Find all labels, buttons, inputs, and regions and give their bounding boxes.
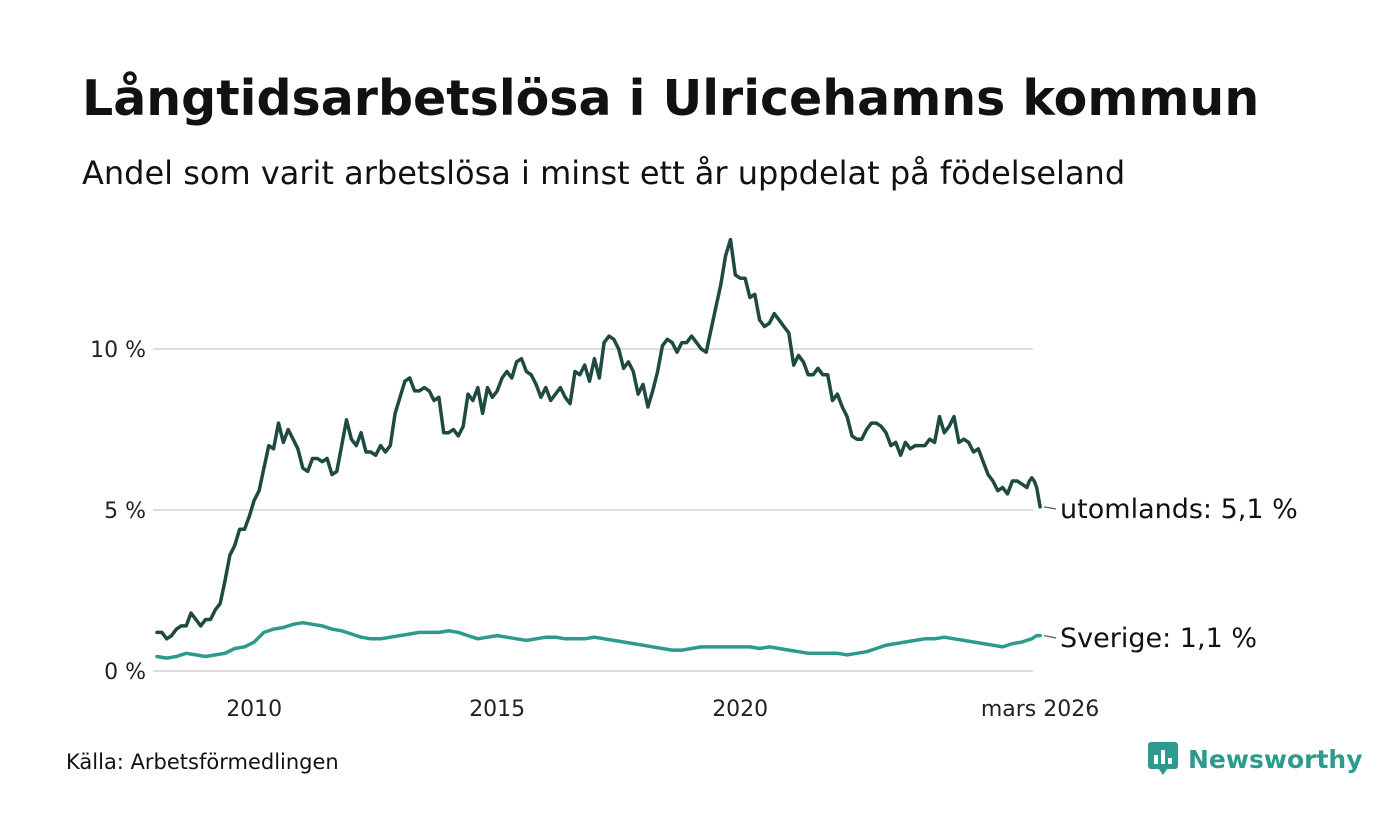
x-axis-tick-labels: 2010 2015 2020 mars 2026 <box>226 697 1099 722</box>
newsworthy-logo-icon <box>1148 742 1178 775</box>
x-tick-label: mars 2026 <box>981 697 1099 722</box>
end-label-sverige: Sverige: 1,1 % <box>1060 623 1257 654</box>
source-note: Källa: Arbetsförmedlingen <box>66 750 339 774</box>
x-tick-label: 2020 <box>712 697 768 722</box>
y-tick-label: 0 % <box>104 660 146 685</box>
end-label-utomlands: utomlands: 5,1 % <box>1060 494 1298 525</box>
y-tick-label: 10 % <box>90 338 146 363</box>
y-axis-tick-labels: 0 % 5 % 10 % <box>90 338 146 685</box>
x-tick-label: 2015 <box>469 697 525 722</box>
series-end-labels: utomlands: 5,1 % Sverige: 1,1 % <box>1043 494 1298 654</box>
end-label-connector <box>1043 506 1057 510</box>
chart-title: Långtidsarbetslösa i Ulricehamns kommun <box>82 70 1260 127</box>
x-tick-label: 2010 <box>226 697 282 722</box>
series-line-sverige <box>155 620 1042 660</box>
series-line-utomlands <box>155 237 1042 641</box>
brand-name: Newsworthy <box>1188 744 1363 774</box>
y-tick-label: 5 % <box>104 499 146 524</box>
series-lines <box>155 237 1042 660</box>
gridlines <box>153 348 1033 672</box>
end-label-connector <box>1043 634 1057 639</box>
chart-subtitle: Andel som varit arbetslösa i minst ett å… <box>82 154 1126 192</box>
brand-logo: Newsworthy <box>1148 742 1363 776</box>
